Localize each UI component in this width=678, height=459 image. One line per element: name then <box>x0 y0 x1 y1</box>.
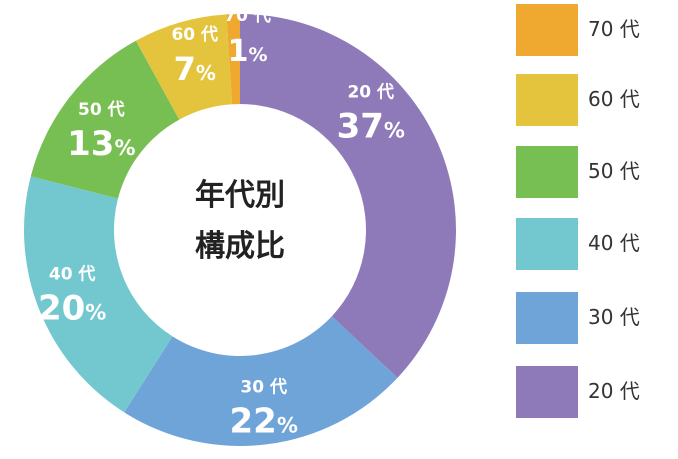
slice-label-age-70代: 70 代 <box>224 5 271 26</box>
slice-label-pct-70代: 1% <box>228 34 268 69</box>
legend-item-70s: 70 代 <box>516 4 676 56</box>
center-label-line-2: 構成比 <box>195 229 285 264</box>
donut-slice-60代 <box>135 14 233 120</box>
legend-label-20s: 20 代 <box>588 379 640 403</box>
legend-swatch-60s <box>516 74 578 126</box>
slice-label-age-40代: 40 代 <box>49 264 96 285</box>
legend-label-50s: 50 代 <box>588 159 640 183</box>
slice-label-pct-60代: 7% <box>174 50 216 88</box>
slice-label-age-50代: 50 代 <box>78 99 125 120</box>
legend-label-40s: 40 代 <box>588 231 640 255</box>
legend-item-30s: 30 代 <box>516 292 676 344</box>
legend-swatch-70s <box>516 4 578 56</box>
slice-label-group: 20 代 37% 30 代 22% 40 代 20% 50 代 13% 60 代 7% 70 代 1% <box>38 5 405 442</box>
center-label-line-1: 年代別 <box>195 178 285 213</box>
donut-slice-20代 <box>240 14 456 378</box>
legend-label-60s: 60 代 <box>588 87 640 111</box>
donut-slice-70代 <box>226 14 240 105</box>
slice-group <box>24 14 456 446</box>
legend-swatch-20s <box>516 366 578 418</box>
legend-swatch-50s <box>516 146 578 198</box>
legend-item-50s: 50 代 <box>516 146 676 198</box>
slice-label-pct-40代: 20% <box>38 289 106 329</box>
slice-label-pct-50代: 13% <box>67 124 135 164</box>
legend-swatch-30s <box>516 292 578 344</box>
slice-label-age-60代: 60 代 <box>171 24 218 45</box>
donut-slice-40代 <box>24 176 173 413</box>
legend-label-70s: 70 代 <box>588 17 640 41</box>
slice-label-pct-30代: 22% <box>229 402 297 442</box>
center-label-group: 年代別 構成比 <box>195 178 285 264</box>
legend-item-20s: 20 代 <box>516 366 676 418</box>
legend-label-30s: 30 代 <box>588 305 640 329</box>
legend: 70 代 60 代 50 代 40 代 30 代 20 代 <box>516 0 676 459</box>
legend-swatch-40s <box>516 218 578 270</box>
slice-label-age-20代: 20 代 <box>347 81 394 102</box>
slice-label-pct-20代: 37% <box>337 106 405 146</box>
legend-item-40s: 40 代 <box>516 218 676 270</box>
legend-item-60s: 60 代 <box>516 74 676 126</box>
donut-slice-50代 <box>30 40 180 199</box>
slice-label-age-30代: 30 代 <box>240 377 287 398</box>
donut-slice-30代 <box>124 316 398 446</box>
